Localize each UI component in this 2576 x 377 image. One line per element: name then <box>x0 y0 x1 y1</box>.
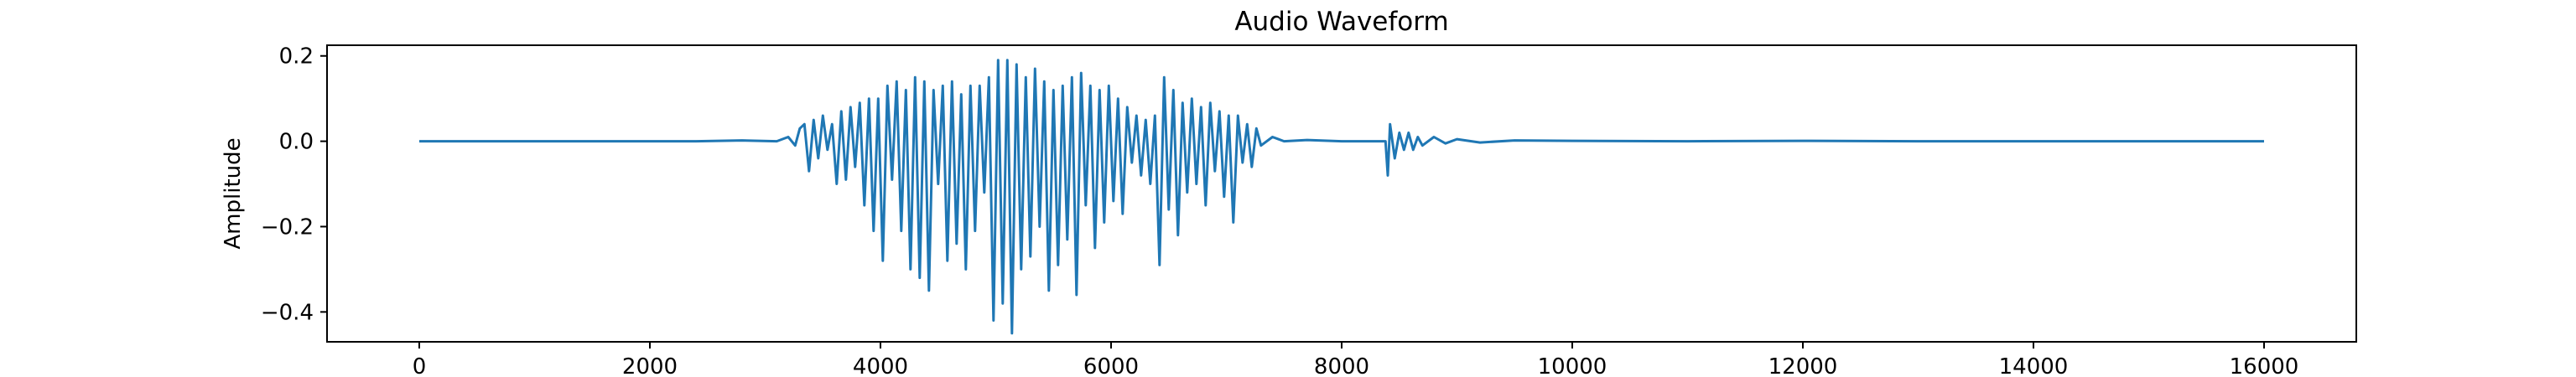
series-layer <box>419 59 2264 335</box>
plot-frame <box>326 44 2357 343</box>
y-axis-label: Amplitude <box>221 137 246 249</box>
y-tick-label: −0.4 <box>261 300 314 325</box>
y-tick-label: −0.2 <box>261 214 314 240</box>
x-tick-label: 4000 <box>853 354 908 377</box>
x-tick-label: 14000 <box>1999 354 2069 377</box>
plot-area <box>327 45 2356 342</box>
y-tick-label: 0.0 <box>279 130 314 155</box>
chart-title: Audio Waveform <box>1234 7 1448 37</box>
waveform-series-line <box>419 59 2264 335</box>
x-tick-label: 8000 <box>1314 354 1369 377</box>
x-tick-label: 2000 <box>622 354 678 377</box>
x-tick-label: 10000 <box>1538 354 1607 377</box>
y-tick-label: 0.2 <box>279 44 314 70</box>
y-axis: 0.2 0.0 −0.2 −0.4 <box>261 44 327 325</box>
x-axis: 0 2000 4000 6000 8000 10000 12000 14000 16000 <box>413 342 2299 377</box>
x-tick-label: 6000 <box>1083 354 1139 377</box>
x-tick-label: 12000 <box>1768 354 1838 377</box>
x-tick-label: 16000 <box>2230 354 2299 377</box>
x-tick-label: 0 <box>413 354 427 377</box>
